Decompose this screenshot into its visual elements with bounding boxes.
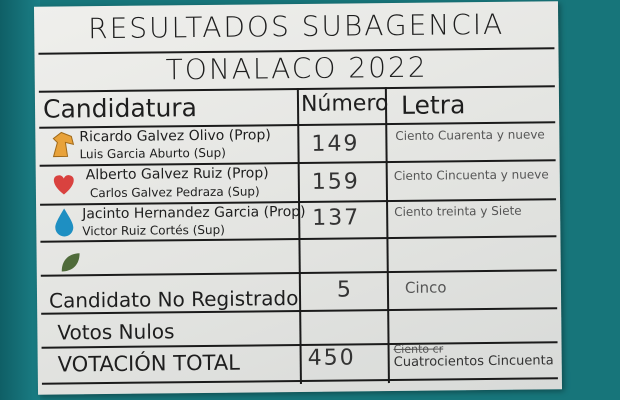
candidate-prop: Jacinto Hernandez Garcia (Prop) — [82, 203, 306, 223]
candidate-prop: Alberto Galvez Ruiz (Prop) — [85, 165, 269, 184]
total-number: 450 — [307, 345, 356, 371]
wall — [0, 0, 40, 400]
votes-number: 137 — [312, 205, 361, 231]
leaf-icon — [61, 253, 80, 272]
candidate-sup: Luis Garcia Aburto (Sup) — [79, 145, 226, 162]
votes-letra: Ciento Cuarenta y nueve — [395, 127, 545, 143]
votes-letra: Ciento treinta y Siete — [394, 203, 522, 219]
candidate-prop: Ricardo Galvez Olivo (Prop) — [79, 127, 271, 146]
poster-title-line2: TONALACO 2022 — [165, 50, 428, 87]
total-letra: Cuatrocientos Cincuenta — [393, 353, 554, 371]
votes-letra: Ciento Cincuenta y nueve — [393, 167, 549, 183]
votes-number: 149 — [311, 131, 360, 157]
total-label: VOTACIÓN TOTAL — [57, 350, 240, 377]
header-letra: Letra — [400, 90, 466, 120]
candidate-sup: Carlos Galvez Pedraza (Sup) — [89, 184, 260, 201]
column-divider — [296, 87, 302, 384]
results-poster: RESULTADOS SUBAGENCIA TONALACO 2022 Cand… — [33, 1, 563, 395]
header-numero: Número — [300, 91, 389, 117]
candidate-sup: Victor Ruiz Cortés (Sup) — [82, 222, 225, 239]
no-registrado-letra: Cinco — [404, 278, 447, 297]
header-candidatura: Candidatura — [42, 93, 198, 124]
column-divider — [384, 87, 390, 384]
heart-icon — [53, 175, 74, 195]
poster-title-line1: RESULTADOS SUBAGENCIA — [87, 7, 505, 46]
nulos-label: Votos Nulos — [57, 319, 175, 345]
votes-number: 159 — [311, 169, 360, 195]
no-registrado-label: Candidato No Registrado — [48, 286, 299, 313]
horse-icon — [52, 131, 75, 158]
water-drop-icon — [55, 208, 74, 237]
no-registrado-number: 5 — [336, 277, 354, 303]
